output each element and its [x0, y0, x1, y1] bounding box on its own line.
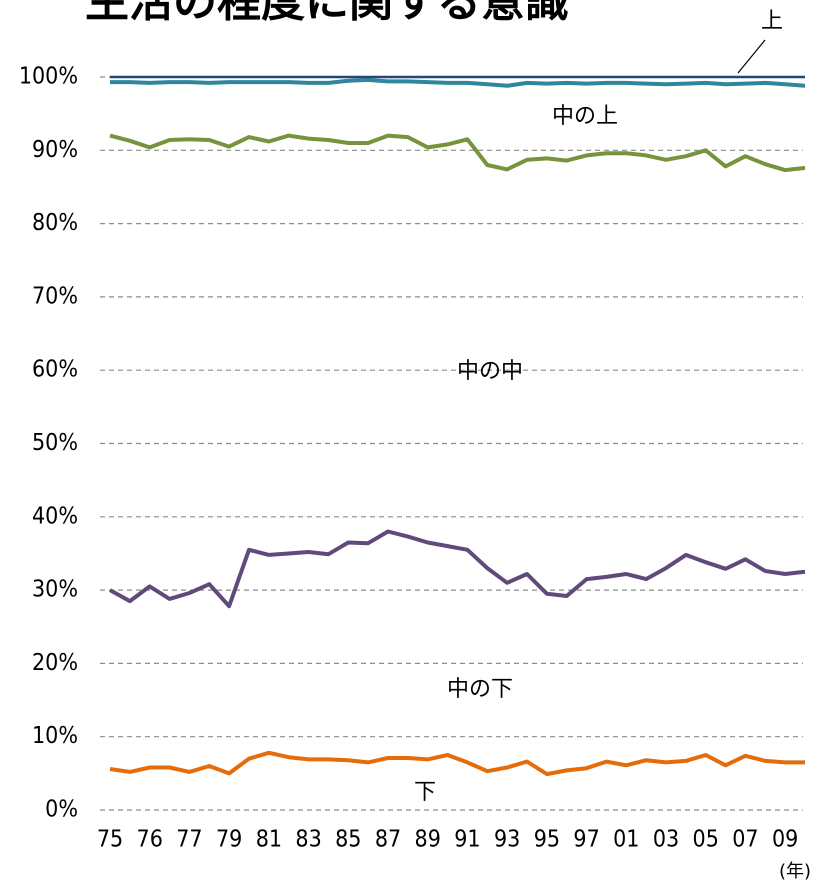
x-tick-label: 85 — [335, 827, 361, 853]
y-tick-label: 60% — [32, 357, 78, 383]
leader-line — [737, 39, 766, 74]
series-line — [109, 750, 805, 777]
series-line — [109, 133, 806, 173]
region-label: 中の上 — [552, 104, 618, 129]
y-tick-label: 50% — [32, 430, 78, 456]
x-tick-label: 83 — [295, 827, 321, 853]
x-tick-label: 09 — [772, 827, 798, 853]
x-tick-label: 76 — [137, 827, 163, 853]
y-tick-label: 10% — [32, 723, 78, 749]
region-label: 中の中 — [457, 359, 523, 384]
y-tick-label: 20% — [32, 650, 78, 676]
x-tick-label: 77 — [176, 827, 202, 853]
x-tick-label: 75 — [97, 827, 123, 853]
x-axis-label: (年) — [779, 861, 811, 882]
y-tick-label: 70% — [32, 283, 78, 309]
y-tick-label: 80% — [32, 210, 78, 236]
region-label: 上 — [761, 9, 783, 34]
y-tick-label: 40% — [32, 503, 78, 529]
x-tick-label: 93 — [494, 827, 520, 853]
y-tick-label: 0% — [45, 797, 78, 823]
x-tick-label: 07 — [732, 827, 758, 853]
x-tick-label: 87 — [375, 827, 401, 853]
x-tick-label: 03 — [653, 827, 679, 853]
x-tick-label: 01 — [613, 827, 639, 853]
region-label: 中の下 — [447, 677, 513, 702]
chart-title: 生活の程度に関する意識 — [85, 0, 569, 27]
y-tick-label: 90% — [32, 137, 78, 163]
x-tick-label: 89 — [415, 827, 441, 853]
series-line — [110, 77, 806, 88]
x-tick-label: 95 — [534, 827, 560, 853]
y-tick-label: 30% — [32, 577, 78, 603]
x-tick-label: 79 — [216, 827, 242, 853]
series-line — [109, 529, 806, 609]
y-tick-label: 100% — [19, 64, 78, 90]
x-tick-label: 97 — [573, 827, 599, 853]
region-label: 下 — [414, 780, 436, 805]
x-tick-label: 05 — [693, 827, 719, 853]
x-tick-label: 91 — [454, 827, 480, 853]
x-tick-label: 81 — [256, 827, 282, 853]
